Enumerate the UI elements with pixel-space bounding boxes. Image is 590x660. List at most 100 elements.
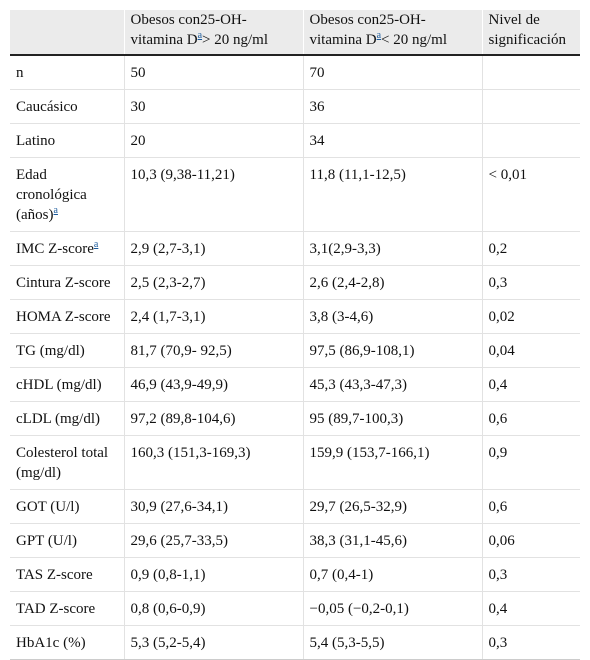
- data-table-container: Obesos con25-OH-vitamina Da> 20 ng/ml Ob…: [10, 10, 580, 660]
- cell-vitd-above-20: 20: [123, 123, 303, 158]
- cell-vitd-above-20: 46,9 (43,9-49,9): [123, 367, 303, 402]
- table-body: n 50 70 Caucásico 30 36 Latino 20 34 Edad cronoló…: [10, 55, 580, 660]
- header-vitd-below-20-prefix: Obesos con25-OH-vitamina D: [309, 12, 426, 48]
- table-row: cHDL (mg/dl) 46,9 (43,9-49,9) 45,3 (43,3-4…: [10, 367, 580, 402]
- cell-vitd-below-20: 38,3 (31,1-45,6): [302, 523, 482, 558]
- table-row: GPT (U/l) 29,6 (25,7-33,5) 38,3 (31,1-45,6…: [10, 523, 580, 558]
- header-variable: [10, 10, 124, 56]
- table-row: HOMA Z-score 2,4 (1,7-3,1) 3,8 (3-4,6) 0,02: [10, 299, 580, 334]
- row-label: Cintura Z-score: [10, 265, 124, 300]
- row-label-text: TAS Z-score: [16, 567, 93, 583]
- row-label-text: TAD Z-score: [16, 601, 96, 617]
- row-label-text: HbA1c (%): [16, 635, 86, 651]
- row-label-text: Caucásico: [16, 99, 78, 115]
- footnote-ref[interactable]: a: [93, 239, 99, 250]
- cell-significance: 0,2: [481, 231, 580, 266]
- row-label: Edad cronológica (años)a: [10, 157, 124, 232]
- cell-significance: 0,06: [481, 523, 580, 558]
- row-label-text: cLDL (mg/dl): [16, 411, 101, 427]
- cell-vitd-below-20: 2,6 (2,4-2,8): [302, 265, 482, 300]
- header-vitd-below-20: Obesos con25-OH-vitamina Da< 20 ng/ml: [302, 10, 482, 56]
- table-header-row: Obesos con25-OH-vitamina Da> 20 ng/ml Ob…: [10, 10, 580, 56]
- header-vitd-above-20: Obesos con25-OH-vitamina Da> 20 ng/ml: [123, 10, 303, 56]
- cell-significance: 0,04: [481, 333, 580, 368]
- row-label: cLDL (mg/dl): [10, 401, 124, 436]
- footnote-ref[interactable]: a: [53, 205, 58, 216]
- header-significance: Nivel de significación: [481, 10, 580, 56]
- row-label: GPT (U/l): [10, 523, 124, 558]
- header-vitd-above-20-suffix: > 20 ng/ml: [202, 32, 268, 48]
- cell-vitd-above-20: 0,9 (0,8-1,1): [123, 557, 303, 592]
- table-row: TAD Z-score 0,8 (0,6-0,9) −0,05 (−0,2-0,1)…: [10, 591, 580, 626]
- table-row: n 50 70: [10, 55, 580, 90]
- row-label-text: HOMA Z-score: [16, 309, 111, 325]
- cell-vitd-below-20: 0,7 (0,4-1): [302, 557, 482, 592]
- row-label: HOMA Z-score: [10, 299, 124, 334]
- cell-vitd-below-20: 45,3 (43,3-47,3): [302, 367, 482, 402]
- header-vitd-above-20-prefix: Obesos con25-OH-vitamina D: [130, 12, 247, 48]
- row-label: Latino: [10, 123, 124, 158]
- cell-vitd-below-20: −0,05 (−0,2-0,1): [302, 591, 482, 626]
- row-label: GOT (U/l): [10, 489, 124, 524]
- cell-vitd-below-20: 159,9 (153,7-166,1): [302, 435, 482, 490]
- row-label: TAD Z-score: [10, 591, 124, 626]
- table-row: Colesterol total (mg/dl) 160,3 (151,3-169…: [10, 435, 580, 490]
- cell-vitd-below-20: 11,8 (11,1-12,5): [302, 157, 482, 232]
- row-label: TG (mg/dl): [10, 333, 124, 368]
- row-label-text: cHDL (mg/dl): [16, 377, 102, 393]
- row-label: IMC Z-scorea: [10, 231, 124, 266]
- cell-vitd-above-20: 50: [123, 55, 303, 90]
- cell-significance: [481, 55, 580, 90]
- table-row: Cintura Z-score 2,5 (2,3-2,7) 2,6 (2,4-2,8…: [10, 265, 580, 300]
- cell-vitd-below-20: 3,8 (3-4,6): [302, 299, 482, 334]
- row-label: cHDL (mg/dl): [10, 367, 124, 402]
- cell-significance: < 0,01: [481, 157, 580, 232]
- data-table: Obesos con25-OH-vitamina Da> 20 ng/ml Ob…: [10, 10, 580, 660]
- row-label: Caucásico: [10, 89, 124, 124]
- footnote-ref[interactable]: a: [376, 30, 382, 41]
- cell-significance: [481, 89, 580, 124]
- cell-vitd-above-20: 30: [123, 89, 303, 124]
- footnote-ref[interactable]: a: [197, 30, 203, 41]
- row-label-text: Latino: [16, 133, 56, 149]
- cell-vitd-below-20: 70: [302, 55, 482, 90]
- table-row: IMC Z-scorea 2,9 (2,7-3,1) 3,1(2,9-3,3) 0,2: [10, 231, 580, 266]
- table-row: GOT (U/l) 30,9 (27,6-34,1) 29,7 (26,5-32,9…: [10, 489, 580, 524]
- cell-vitd-above-20: 30,9 (27,6-34,1): [123, 489, 303, 524]
- row-label-text: GPT (U/l): [16, 533, 77, 549]
- cell-vitd-below-20: 95 (89,7-100,3): [302, 401, 482, 436]
- table-row: Latino 20 34: [10, 123, 580, 158]
- cell-significance: 0,3: [481, 265, 580, 300]
- cell-vitd-above-20: 0,8 (0,6-0,9): [123, 591, 303, 626]
- table-row: TAS Z-score 0,9 (0,8-1,1) 0,7 (0,4-1) 0,3: [10, 557, 580, 592]
- cell-vitd-above-20: 160,3 (151,3-169,3): [123, 435, 303, 490]
- cell-vitd-above-20: 2,9 (2,7-3,1): [123, 231, 303, 266]
- table-row: Edad cronológica (años)a 10,3 (9,38-11,21…: [10, 157, 580, 232]
- header-vitd-below-20-suffix: < 20 ng/ml: [381, 32, 447, 48]
- cell-vitd-above-20: 29,6 (25,7-33,5): [123, 523, 303, 558]
- cell-significance: 0,9: [481, 435, 580, 490]
- row-label-text: GOT (U/l): [16, 499, 80, 515]
- row-label: Colesterol total (mg/dl): [10, 435, 124, 490]
- row-label-text: Colesterol total (mg/dl): [16, 445, 109, 481]
- cell-vitd-below-20: 34: [302, 123, 482, 158]
- cell-significance: 0,3: [481, 557, 580, 592]
- cell-significance: 0,4: [481, 591, 580, 626]
- cell-vitd-below-20: 29,7 (26,5-32,9): [302, 489, 482, 524]
- cell-significance: [481, 123, 580, 158]
- row-label-text: n: [16, 65, 24, 81]
- row-label: n: [10, 55, 124, 90]
- row-label-text: Cintura Z-score: [16, 275, 111, 291]
- cell-significance: 0,02: [481, 299, 580, 334]
- table-row: TG (mg/dl) 81,7 (70,9- 92,5) 97,5 (86,9-10…: [10, 333, 580, 368]
- cell-significance: 0,4: [481, 367, 580, 402]
- table-row: cLDL (mg/dl) 97,2 (89,8-104,6) 95 (89,7-10…: [10, 401, 580, 436]
- cell-vitd-above-20: 2,4 (1,7-3,1): [123, 299, 303, 334]
- cell-vitd-above-20: 10,3 (9,38-11,21): [123, 157, 303, 232]
- row-label-text: IMC Z-score: [16, 241, 94, 257]
- cell-vitd-above-20: 81,7 (70,9- 92,5): [123, 333, 303, 368]
- cell-significance: 0,6: [481, 401, 580, 436]
- cell-vitd-below-20: 97,5 (86,9-108,1): [302, 333, 482, 368]
- cell-significance: 0,6: [481, 489, 580, 524]
- cell-vitd-below-20: 36: [302, 89, 482, 124]
